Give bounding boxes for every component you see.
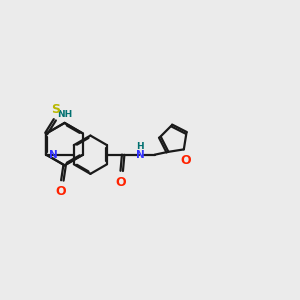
Text: O: O	[56, 185, 67, 198]
Text: H: H	[136, 142, 144, 151]
Text: O: O	[180, 154, 191, 166]
Text: O: O	[116, 176, 126, 189]
Text: NH: NH	[57, 110, 72, 119]
Text: S: S	[52, 103, 61, 116]
Text: N: N	[136, 150, 144, 160]
Text: N: N	[49, 150, 57, 160]
